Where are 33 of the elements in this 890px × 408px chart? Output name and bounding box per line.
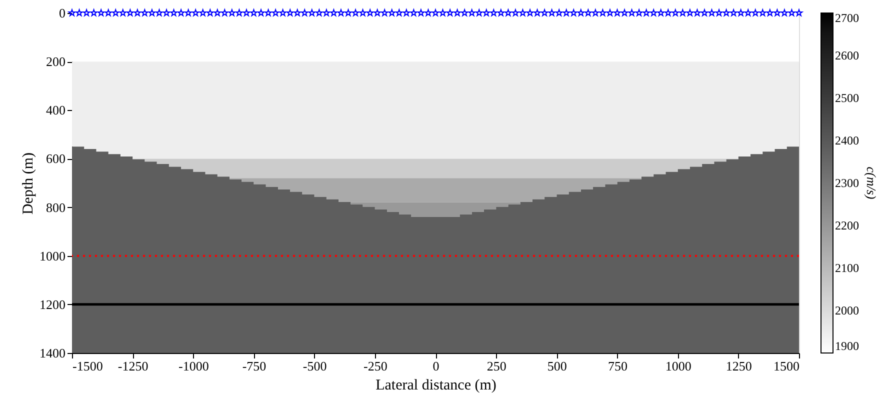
y-tick-label: 800 <box>46 200 66 215</box>
y-axis-title: Depth (m) <box>20 152 36 215</box>
y-tick-label: 400 <box>46 102 66 118</box>
x-tick-label: 1500 <box>774 358 800 374</box>
color-bar-label: 2600 <box>835 48 859 62</box>
y-tick-label: 200 <box>46 54 66 70</box>
x-tick-label: 500 <box>547 358 567 374</box>
x-tick-label: -1250 <box>118 358 148 374</box>
color-bar-label: 2300 <box>835 176 859 190</box>
color-bar-label: 2400 <box>835 134 859 148</box>
x-tick-label: 250 <box>486 358 506 374</box>
x-tick-label: -500 <box>302 358 327 374</box>
x-tick-label: -250 <box>363 358 388 374</box>
x-tick-label: 1250 <box>726 358 752 374</box>
color-bar-title: c(m/s) <box>864 166 879 200</box>
y-tick-label: 600 <box>46 151 66 166</box>
x-tick-label: 1000 <box>665 358 692 374</box>
color-bar-label: 2200 <box>835 218 859 232</box>
y-tick-label: 1200 <box>40 296 66 312</box>
y-tick-label: 1400 <box>40 346 66 360</box>
color-bar-label: 2000 <box>835 304 859 318</box>
color-bar-label: 1900 <box>835 339 859 353</box>
x-axis-title: Lateral distance (m) <box>376 378 496 394</box>
x-tick-label: 0 <box>432 358 440 374</box>
x-tick-label: 750 <box>608 358 628 374</box>
x-tick-label: -1000 <box>178 358 209 374</box>
color-bar-label: 2500 <box>835 91 859 105</box>
color-bar-label: 2700 <box>835 11 859 25</box>
x-tick-label: -1500 <box>72 358 103 374</box>
color-bar-label: 2100 <box>835 261 859 275</box>
x-tick-label: -750 <box>242 358 266 374</box>
y-tick-label: 0 <box>59 6 66 20</box>
y-tick-label: 1000 <box>40 248 66 264</box>
